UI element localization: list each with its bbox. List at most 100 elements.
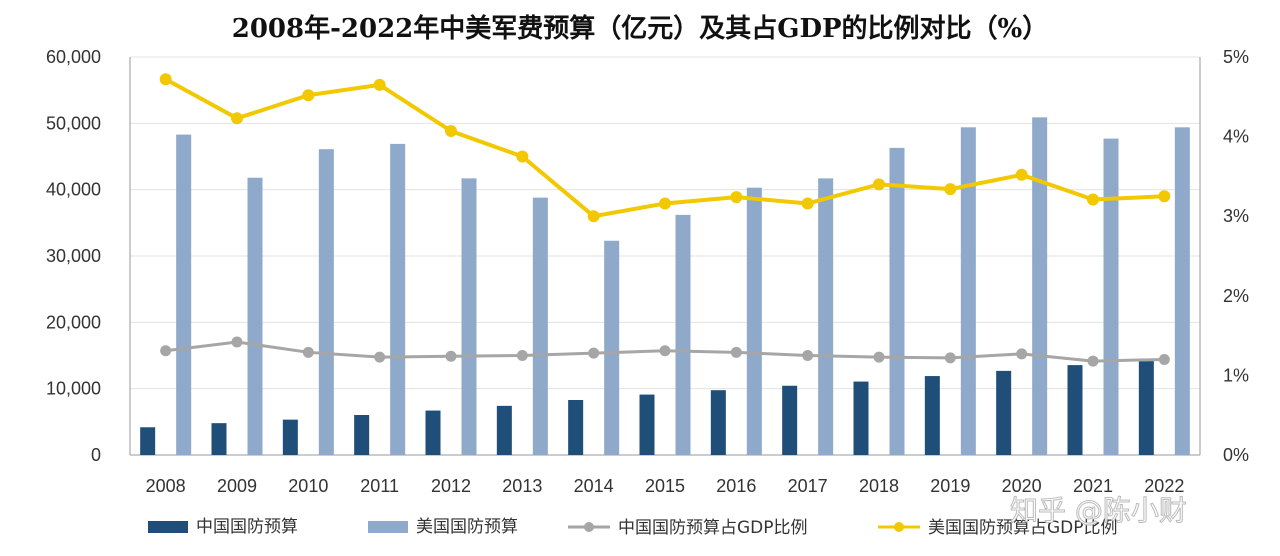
china-budget-bar bbox=[354, 415, 370, 455]
legend: 中国国防预算 美国国防预算 中国国防预算占GDP比例 美国国防预算占GDP比例 bbox=[148, 517, 1118, 538]
legend-swatch bbox=[368, 521, 408, 533]
x-tick-label: 2021 bbox=[1073, 476, 1113, 496]
x-tick-label: 2017 bbox=[788, 476, 828, 496]
right-tick-label: 4% bbox=[1223, 127, 1249, 147]
x-tick-label: 2015 bbox=[645, 476, 685, 496]
china-budget-bar bbox=[282, 419, 298, 455]
us-budget-bar bbox=[746, 187, 762, 455]
china-budget-bar bbox=[1067, 365, 1083, 455]
us-gdp-ratio-line bbox=[164, 77, 1165, 219]
us-budget-bar bbox=[889, 147, 905, 456]
china-budget-bar bbox=[710, 390, 726, 455]
us-gdp-ratio-point bbox=[445, 125, 457, 138]
watermark: 知乎 @陈小财 bbox=[1010, 494, 1187, 527]
china-gdp-ratio-point bbox=[160, 345, 172, 357]
china-gdp-ratio-point bbox=[873, 351, 885, 363]
china-budget-bar bbox=[924, 376, 940, 455]
china-gdp-ratio-point bbox=[588, 347, 600, 359]
us-gdp-ratio-point bbox=[659, 197, 671, 210]
china-gdp-ratio-point bbox=[802, 350, 814, 361]
us-budget-bar bbox=[1032, 117, 1048, 455]
x-tick-label: 2012 bbox=[431, 476, 471, 496]
china-gdp-ratio-point bbox=[231, 336, 243, 348]
china-budget-bar bbox=[211, 423, 227, 455]
china-budget-bar bbox=[853, 381, 869, 455]
us-budget-bar bbox=[390, 143, 406, 455]
left-tick-label: 20,000 bbox=[46, 312, 101, 332]
legend-label: 中国国防预算占GDP比例 bbox=[618, 518, 808, 538]
china-budget-bar bbox=[496, 405, 512, 455]
bars bbox=[140, 117, 1190, 456]
us-budget-bar bbox=[675, 214, 691, 455]
legend-label: 美国国防预算占GDP比例 bbox=[928, 518, 1118, 538]
us-gdp-ratio-point bbox=[944, 183, 957, 196]
legend-marker bbox=[894, 522, 904, 532]
right-tick-label: 5% bbox=[1223, 47, 1249, 67]
legend-label: 中国国防预算 bbox=[196, 517, 298, 537]
china-gdp-ratio-point bbox=[302, 346, 314, 358]
right-tick-label: 3% bbox=[1223, 206, 1249, 226]
left-tick-label: 30,000 bbox=[46, 246, 101, 266]
us-budget-bar bbox=[461, 178, 477, 455]
us-gdp-ratio-point bbox=[159, 73, 172, 86]
left-tick-label: 60,000 bbox=[46, 47, 101, 67]
us-gdp-ratio-point bbox=[873, 178, 885, 191]
gridlines bbox=[130, 56, 1200, 390]
china-gdp-ratio-point bbox=[445, 350, 457, 362]
china-gdp-ratio-point bbox=[1016, 348, 1028, 360]
china-gdp-ratio-point bbox=[1087, 355, 1099, 367]
x-tick-label: 2019 bbox=[930, 476, 970, 496]
us-gdp-ratio-point bbox=[587, 210, 600, 223]
us-budget-bar bbox=[318, 149, 334, 455]
x-tick-label: 2020 bbox=[1002, 476, 1042, 496]
x-tick-label: 2008 bbox=[146, 476, 186, 496]
x-tick-label: 2016 bbox=[716, 476, 756, 496]
legend-marker bbox=[584, 522, 594, 532]
us-budget-bar bbox=[604, 240, 620, 455]
us-gdp-ratio-point bbox=[373, 78, 386, 91]
china-gdp-ratio-point bbox=[944, 352, 956, 364]
x-tick-label: 2011 bbox=[360, 476, 399, 496]
x-tick-label: 2022 bbox=[1144, 476, 1184, 496]
right-tick-label: 2% bbox=[1223, 286, 1249, 306]
axes bbox=[129, 57, 1201, 456]
us-budget-bar bbox=[1174, 127, 1190, 456]
us-gdp-ratio-point bbox=[516, 150, 529, 163]
x-tick-label: 2013 bbox=[502, 476, 542, 496]
left-tick-label: 0 bbox=[91, 445, 101, 465]
china-budget-bar bbox=[568, 400, 584, 455]
us-gdp-ratio-point bbox=[730, 191, 743, 204]
us-gdp-ratio-point bbox=[1015, 168, 1028, 181]
china-gdp-ratio-point bbox=[374, 351, 386, 363]
us-budget-bar bbox=[818, 178, 834, 455]
china-gdp-ratio-point bbox=[730, 346, 742, 358]
tick-labels: 0 10,000 20,000 30,000 40,000 50,000 60,000 0% 1… bbox=[46, 47, 1249, 496]
x-tick-label: 2018 bbox=[859, 476, 899, 496]
x-tick-label: 2014 bbox=[574, 476, 614, 496]
us-gdp-ratio-point bbox=[231, 112, 243, 125]
china-budget-bar bbox=[425, 410, 441, 455]
left-tick-label: 50,000 bbox=[46, 113, 101, 133]
us-gdp-ratio-point bbox=[302, 89, 315, 102]
right-tick-label: 0% bbox=[1223, 445, 1249, 465]
lines bbox=[159, 73, 1171, 367]
china-budget-bar bbox=[996, 370, 1012, 455]
us-budget-bar bbox=[532, 197, 548, 456]
left-tick-label: 40,000 bbox=[46, 180, 101, 200]
chart-title: 2008年-2022年中美军费预算（亿元）及其占GDP的比例对比（%） bbox=[231, 14, 1049, 44]
x-tick-label: 2010 bbox=[288, 476, 328, 496]
legend-label: 美国国防预算 bbox=[416, 517, 518, 537]
left-tick-label: 10,000 bbox=[46, 379, 101, 399]
right-tick-label: 1% bbox=[1223, 365, 1249, 385]
us-gdp-ratio-point bbox=[1087, 193, 1099, 206]
china-budget-bar bbox=[639, 394, 655, 455]
legend-swatch bbox=[148, 521, 188, 533]
us-budget-bar bbox=[960, 127, 976, 456]
x-tick-label: 2009 bbox=[217, 476, 257, 496]
china-gdp-ratio-point bbox=[516, 350, 528, 361]
china-gdp-ratio-point bbox=[659, 345, 671, 357]
china-gdp-ratio-point bbox=[1158, 353, 1170, 365]
china-budget-bar bbox=[1138, 358, 1154, 455]
us-budget-bar bbox=[176, 134, 192, 456]
